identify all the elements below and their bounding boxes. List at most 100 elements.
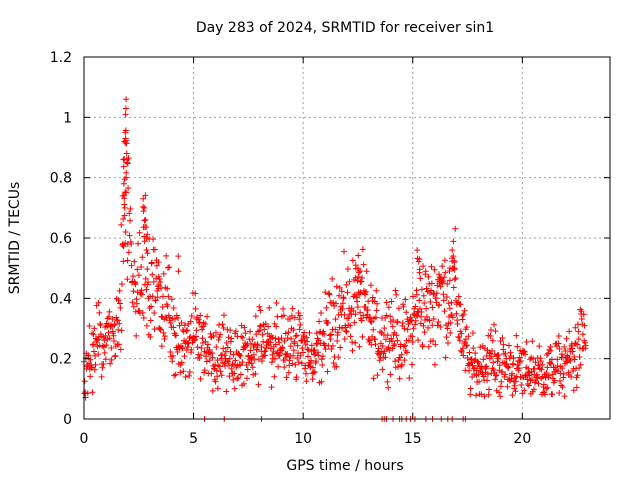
data-point [289, 360, 296, 367]
data-point [323, 304, 330, 311]
data-point [257, 322, 264, 329]
data-point [143, 247, 150, 254]
data-point [109, 316, 116, 323]
data-point [140, 208, 147, 215]
data-point [512, 388, 519, 395]
data-point [465, 333, 472, 340]
data-point [389, 345, 396, 352]
data-point [181, 322, 188, 329]
data-point [437, 283, 444, 290]
data-point [173, 332, 180, 339]
data-point [453, 310, 460, 317]
data-point [293, 374, 300, 381]
data-point [561, 343, 568, 350]
data-point [223, 339, 230, 346]
data-point [136, 229, 143, 236]
data-point [348, 305, 355, 312]
data-point [388, 338, 395, 345]
data-point [493, 371, 500, 378]
data-point [509, 392, 516, 399]
data-point [177, 369, 184, 376]
data-point [357, 268, 364, 275]
data-point [483, 352, 490, 359]
data-point [85, 352, 92, 359]
data-point [120, 180, 127, 187]
data-point [502, 350, 509, 357]
data-point [268, 359, 275, 366]
data-point [303, 370, 310, 377]
data-point [384, 332, 391, 339]
data-point [257, 307, 264, 314]
data-point [255, 356, 262, 363]
data-point [412, 303, 419, 310]
data-point [332, 326, 339, 333]
data-point [198, 344, 205, 351]
data-point [406, 374, 413, 381]
data-point [91, 366, 98, 373]
data-point [98, 373, 105, 380]
data-point [370, 326, 377, 333]
data-point [311, 368, 318, 375]
y-tick-label: 0.4 [50, 291, 72, 307]
data-point [393, 319, 400, 326]
data-point [349, 339, 356, 346]
data-point [122, 228, 129, 235]
data-point [403, 349, 410, 356]
data-point [437, 324, 444, 331]
data-point [389, 323, 396, 330]
data-point [145, 279, 152, 286]
data-point [271, 320, 278, 327]
data-point [372, 336, 379, 343]
data-point [420, 292, 427, 299]
data-point [391, 341, 398, 348]
data-point [489, 337, 496, 344]
data-point [108, 356, 115, 363]
data-point [213, 367, 220, 374]
data-point [100, 361, 107, 368]
data-point [107, 360, 114, 367]
data-point [137, 290, 144, 297]
data-point [209, 387, 216, 394]
data-point [539, 361, 546, 368]
data-point [97, 322, 104, 329]
data-point [556, 390, 563, 397]
data-point [298, 360, 305, 367]
data-point [386, 347, 393, 354]
data-point [311, 346, 318, 353]
data-point [328, 331, 335, 338]
data-point [272, 335, 279, 342]
data-point [452, 275, 459, 282]
data-point [175, 268, 182, 275]
data-point [160, 270, 167, 277]
data-point [227, 348, 234, 355]
data-point [289, 305, 296, 312]
data-point [291, 338, 298, 345]
data-point [240, 380, 247, 387]
data-point [102, 332, 109, 339]
data-point [336, 324, 343, 331]
data-point [126, 232, 133, 239]
data-point [532, 359, 539, 366]
data-point [106, 308, 113, 315]
data-point [339, 305, 346, 312]
data-point [212, 378, 219, 385]
data-point [140, 315, 147, 322]
data-point [210, 333, 217, 340]
data-point [123, 150, 130, 157]
data-point [248, 355, 255, 362]
data-point [230, 351, 237, 358]
data-point [157, 326, 164, 333]
data-point [439, 278, 446, 285]
data-point [400, 343, 407, 350]
data-point [447, 319, 454, 326]
data-point [89, 389, 96, 396]
data-point [330, 360, 337, 367]
data-point [509, 370, 516, 377]
data-point [426, 317, 433, 324]
data-point [478, 391, 485, 398]
data-point [341, 248, 348, 255]
data-point [542, 391, 549, 398]
data-point [286, 357, 293, 364]
data-point [295, 359, 302, 366]
data-point [537, 358, 544, 365]
